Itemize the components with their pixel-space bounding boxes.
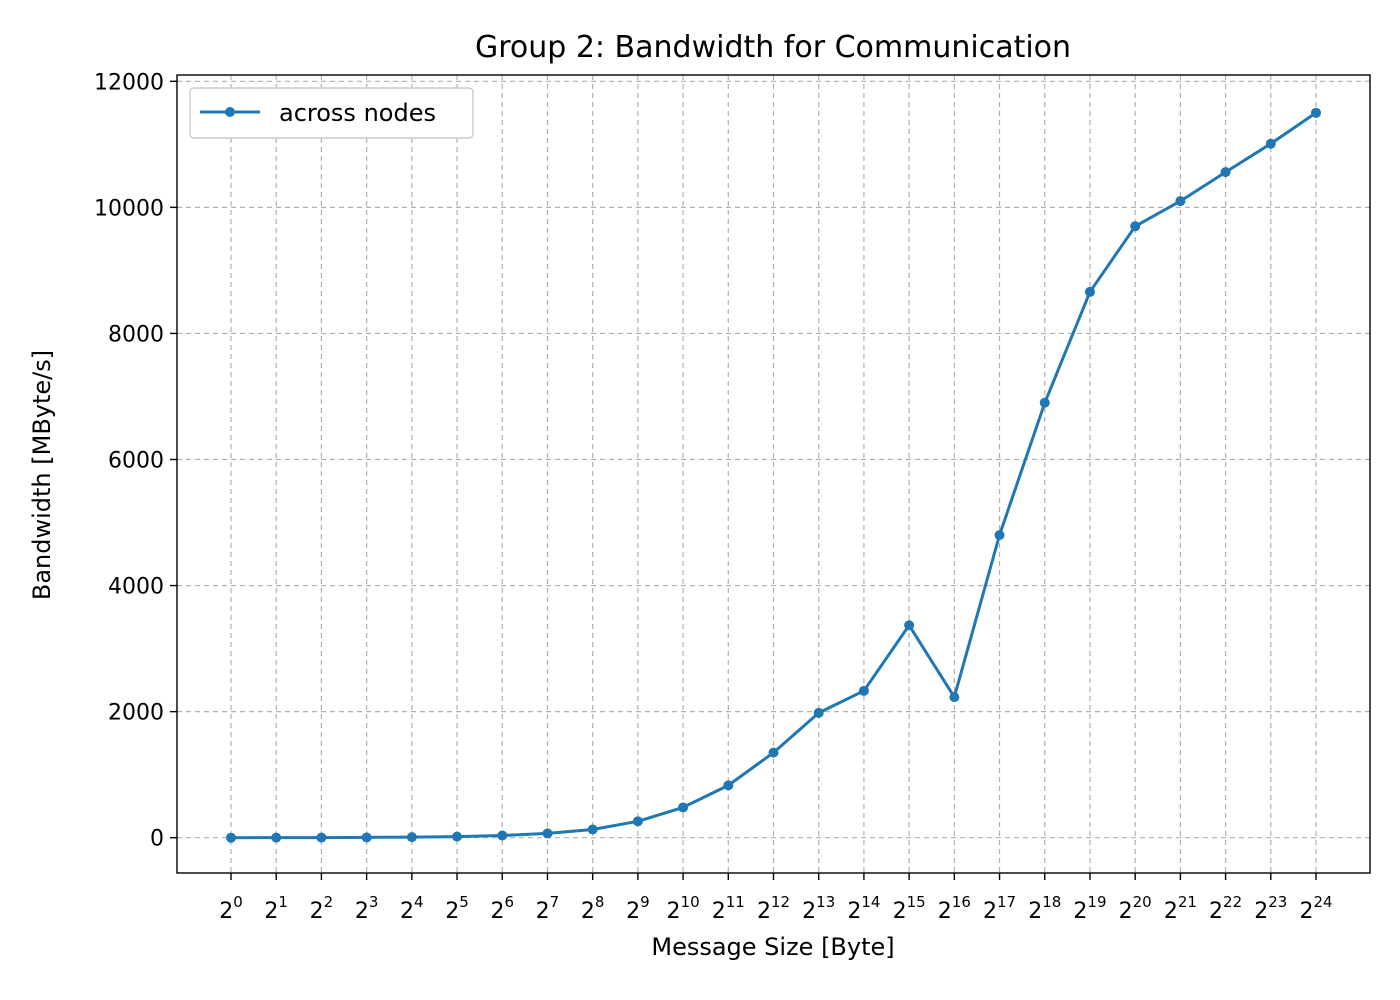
grid	[177, 75, 1370, 873]
data-point	[497, 830, 508, 841]
x-tick-label: 20	[219, 893, 243, 924]
x-tick-label: 213	[802, 893, 835, 924]
x-tick-label: 216	[938, 893, 971, 924]
x-tick-label: 29	[626, 893, 650, 924]
legend-marker	[225, 107, 235, 117]
x-tick-label: 22	[310, 893, 334, 924]
data-point	[452, 831, 463, 842]
chart-title: Group 2: Bandwidth for Communication	[475, 30, 1071, 65]
x-tick-label: 21	[264, 893, 288, 924]
data-point	[768, 747, 779, 758]
x-tick-label: 220	[1119, 893, 1152, 924]
x-tick-label: 224	[1299, 893, 1332, 924]
data-point	[1265, 138, 1276, 149]
legend-box	[189, 87, 474, 139]
y-tick-label: 2000	[108, 701, 164, 726]
data-point	[271, 832, 282, 843]
data-point	[1084, 286, 1095, 297]
y-tick-label: 12000	[94, 70, 164, 95]
data-point	[1220, 167, 1231, 178]
y-tick-label: 0	[150, 827, 164, 852]
data-point	[994, 530, 1005, 541]
data-point	[678, 802, 689, 813]
x-tick-label: 218	[1028, 893, 1061, 924]
x-tick-label: 219	[1073, 893, 1106, 924]
data-point	[904, 620, 915, 631]
x-tick-label: 215	[893, 893, 926, 924]
data-point	[361, 832, 372, 843]
data-point	[1311, 107, 1321, 118]
x-tick-label: 210	[667, 893, 700, 924]
legend: across nodes	[189, 87, 474, 139]
data-point	[406, 832, 417, 843]
data-point	[858, 685, 869, 696]
data-point	[226, 832, 236, 843]
x-tick-label: 222	[1209, 893, 1242, 924]
x-tick-label: 28	[581, 893, 605, 924]
y-tick-label: 10000	[94, 196, 164, 221]
x-tick-label: 217	[983, 893, 1016, 924]
x-tick-label: 25	[445, 893, 469, 924]
x-tick-label: 221	[1164, 893, 1197, 924]
data-point	[1039, 397, 1050, 408]
data-point	[1175, 196, 1186, 207]
data-point	[1130, 221, 1141, 232]
data-point	[542, 828, 553, 839]
data-point	[316, 832, 327, 843]
y-axis: 0 2000 4000 6000 8000 10000 12000	[94, 70, 177, 852]
x-axis: 20 21 22 23 24 25 26 27 28 29 210 211 212 213 214 215 21…	[219, 873, 1333, 924]
series-layer	[226, 107, 1321, 843]
data-point	[632, 816, 643, 827]
data-point	[723, 780, 734, 791]
y-tick-label: 8000	[108, 322, 164, 347]
x-tick-label: 24	[400, 893, 424, 924]
legend-entry: across nodes	[279, 99, 436, 127]
data-point	[813, 707, 824, 718]
x-tick-label: 27	[536, 893, 560, 924]
data-point	[949, 692, 960, 703]
x-tick-label: 211	[712, 893, 745, 924]
x-tick-label: 23	[355, 893, 379, 924]
data-point	[587, 824, 598, 835]
x-tick-label: 26	[490, 893, 514, 924]
x-tick-label: 214	[847, 893, 880, 924]
x-axis-label: Message Size [Byte]	[651, 933, 894, 961]
y-axis-label: Bandwidth [MByte/s]	[28, 350, 56, 600]
x-tick-label: 212	[757, 893, 790, 924]
y-tick-label: 6000	[108, 449, 164, 474]
x-tick-label: 223	[1254, 893, 1287, 924]
y-tick-label: 4000	[108, 575, 164, 600]
